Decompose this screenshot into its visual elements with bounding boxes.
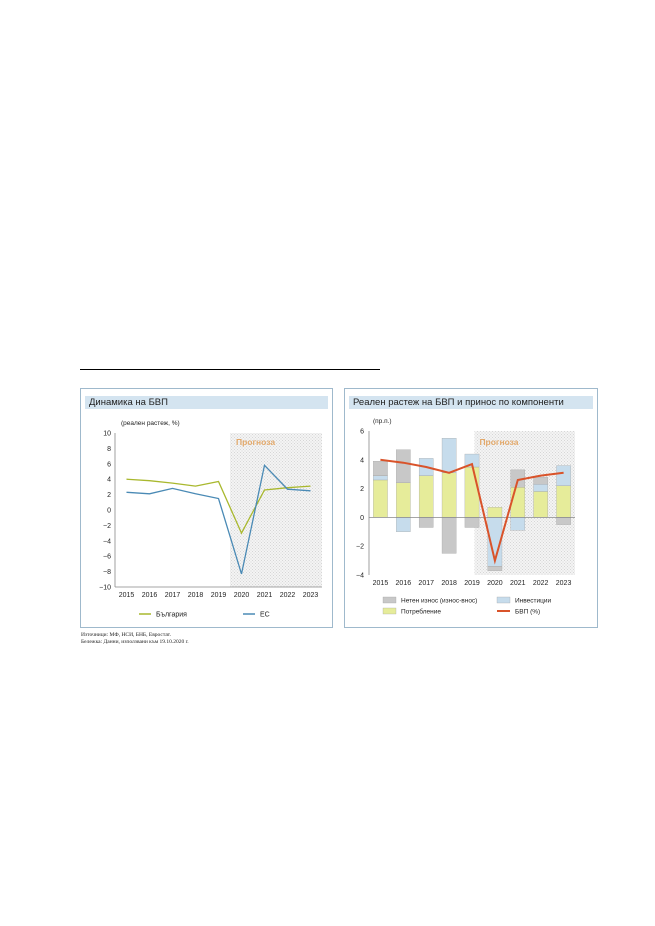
y-tick-label: −4 — [356, 573, 364, 580]
x-tick-label: 2018 — [188, 592, 204, 599]
legend-swatch-investment — [496, 596, 511, 604]
x-tick-label: 2019 — [464, 580, 480, 587]
x-tick-label: 2017 — [165, 592, 181, 599]
legend-label-eu: ЕС — [260, 612, 270, 619]
y-tick-label: −2 — [356, 544, 364, 551]
bar-segment — [464, 517, 480, 528]
forecast-region — [230, 433, 322, 587]
x-tick-label: 2015 — [373, 580, 389, 587]
y-tick-label: 6 — [107, 461, 111, 468]
y-tick-label: −10 — [99, 585, 111, 592]
chart-title: Динамика на БВП — [85, 396, 328, 409]
chart-title: Реален растеж на БВП и принос по компоне… — [349, 396, 593, 409]
y-axis-label: (пр.п.) — [373, 418, 392, 425]
y-tick-label: 4 — [107, 477, 111, 484]
gdp-components-chart: Прогноза (пр.п.) 6 4 2 0 −2 −4 2015 2016 2017 2018 2… — [356, 418, 575, 616]
legend-label-gdp: БВП (%) — [515, 609, 540, 616]
bar-segment — [510, 517, 526, 531]
x-tick-label: 2022 — [533, 580, 549, 587]
y-tick-label: 0 — [360, 515, 364, 522]
gdp-dynamics-chart-panel: Динамика на БВП Прогноза (реален растеж, … — [80, 388, 333, 628]
legend-swatch-net-exports — [382, 596, 397, 604]
x-tick-label: 2022 — [280, 592, 296, 599]
forecast-label: Прогноза — [236, 437, 275, 447]
x-tick-label: 2020 — [234, 592, 250, 599]
legend-label-net-exports: Нетен износ (износ-внос) — [401, 598, 477, 605]
bar-segment — [510, 487, 526, 518]
bar-segment — [418, 475, 434, 518]
bar-segment — [441, 438, 457, 473]
x-tick-label: 2017 — [418, 580, 434, 587]
gdp-dynamics-chart: Прогноза (реален растеж, %) 10 8 6 4 2 0 −2 −4 −6 −… — [99, 420, 322, 619]
y-tick-label: 2 — [107, 492, 111, 499]
series-line-eu — [126, 463, 311, 575]
x-tick-label: 2016 — [142, 592, 158, 599]
bar-segment — [533, 484, 548, 492]
x-tick-label: 2019 — [211, 592, 227, 599]
y-tick-label: 2 — [360, 486, 364, 493]
y-tick-label: 10 — [103, 431, 111, 438]
bar-segment — [487, 566, 503, 571]
bar-segment — [441, 472, 457, 518]
y-tick-label: −2 — [103, 523, 111, 530]
y-tick-label: 8 — [107, 446, 111, 453]
source-note: Източници: МФ, НСИ, БНБ, Евростат. Бележ… — [81, 632, 189, 646]
x-tick-label: 2023 — [556, 580, 572, 587]
legend-label-bulgaria: България — [156, 612, 187, 619]
x-tick-label: 2021 — [510, 580, 526, 587]
series-line-bulgaria — [126, 478, 311, 535]
bar-segment — [533, 476, 548, 485]
note-line: Бележка: Данни, използвани към 19.10.202… — [81, 639, 189, 645]
bar-segment — [556, 465, 571, 486]
forecast-label: Прогноза — [479, 437, 518, 447]
bar-segment — [556, 485, 571, 518]
legend-label-consumption: Потребление — [401, 608, 441, 616]
x-tick-label: 2015 — [119, 592, 135, 599]
separator-rule — [80, 369, 380, 370]
bar-segment — [396, 449, 411, 483]
bar-segment — [396, 517, 411, 532]
bar-segment — [373, 475, 388, 481]
bar-segment — [418, 517, 434, 528]
source-line: Източници: МФ, НСИ, БНБ, Евростат. — [81, 632, 172, 638]
x-tick-label: 2021 — [257, 592, 273, 599]
legend-label-investment: Инвестиции — [515, 598, 551, 605]
series-line-gdp — [380, 458, 564, 565]
y-tick-label: −8 — [103, 569, 111, 576]
bar-segment — [441, 517, 457, 554]
bar-segment — [487, 507, 503, 518]
bar-segment — [464, 466, 480, 518]
legend-swatch-consumption — [382, 607, 397, 615]
x-tick-label: 2023 — [303, 592, 319, 599]
x-tick-label: 2020 — [487, 580, 503, 587]
y-tick-label: −6 — [103, 554, 111, 561]
x-tick-label: 2016 — [396, 580, 412, 587]
y-axis-label: (реален растеж, %) — [121, 420, 180, 427]
bar-segment — [396, 482, 411, 518]
y-tick-label: −4 — [103, 538, 111, 545]
gdp-components-chart-panel: Реален растеж на БВП и принос по компоне… — [344, 388, 598, 628]
bar-segment — [373, 461, 388, 476]
bar-segment — [533, 491, 548, 518]
bar-segment — [556, 517, 571, 525]
bar-segment — [373, 479, 388, 518]
y-tick-label: 6 — [360, 429, 364, 436]
y-tick-label: 4 — [360, 457, 364, 464]
x-tick-label: 2018 — [441, 580, 457, 587]
y-tick-label: 0 — [107, 508, 111, 515]
